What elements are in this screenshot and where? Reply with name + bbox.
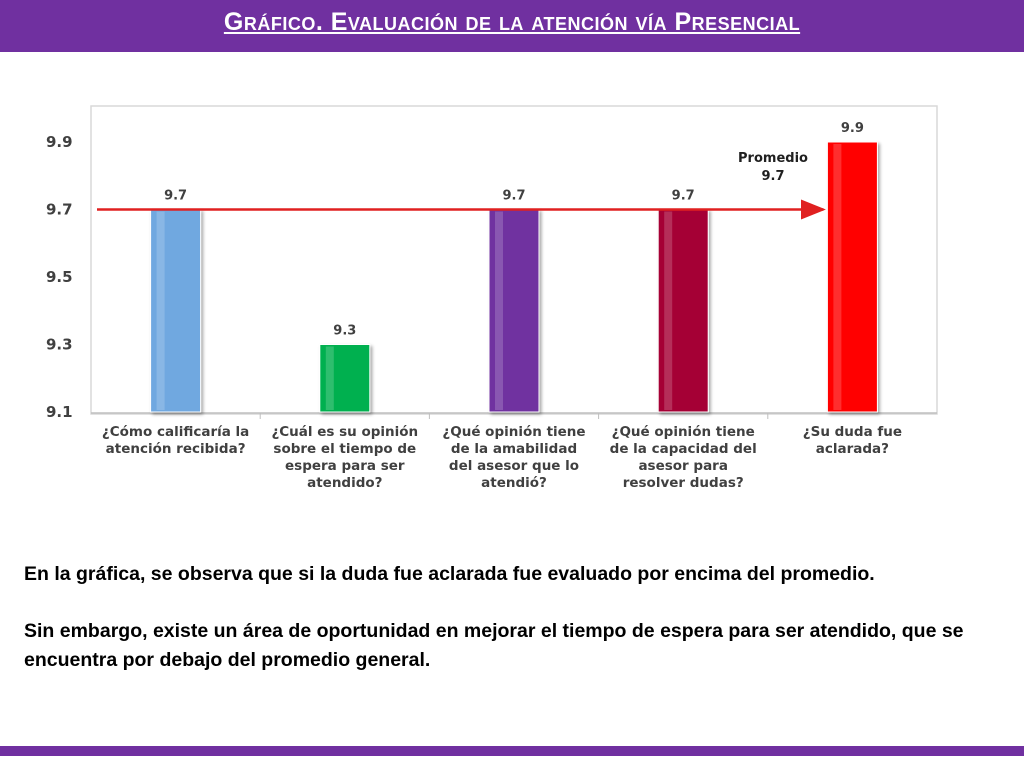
bar-highlight (495, 211, 503, 410)
bar-value-label: 9.7 (164, 189, 187, 204)
x-category-label: ¿Su duda fue (803, 424, 902, 440)
x-category-label: ¿Cómo calificaría la (102, 424, 249, 440)
y-tick-label: 9.1 (46, 403, 73, 421)
average-label: Promedio (738, 151, 808, 166)
average-label: 9.7 (761, 169, 784, 184)
title-bar: Gráfico. Evaluación de la atención vía P… (0, 0, 1024, 52)
x-category-label: espera para ser (285, 458, 405, 474)
y-tick-label: 9.3 (46, 336, 73, 354)
x-category-label: ¿Qué opinión tiene (612, 424, 755, 440)
x-category-label: de la capacidad del (610, 441, 757, 457)
x-category-label: de la amabilidad (451, 441, 577, 457)
bar (657, 209, 709, 413)
bar (150, 209, 202, 413)
slide-title: Gráfico. Evaluación de la atención vía P… (223, 8, 801, 36)
bar-highlight (664, 211, 673, 410)
bar-highlight (833, 144, 842, 410)
bar (319, 344, 371, 413)
bar-value-label: 9.3 (333, 324, 356, 339)
average-line-group: Promedio 9.7 (97, 151, 826, 220)
x-category-label: atendido? (307, 475, 382, 491)
bar-value-label: 9.9 (841, 121, 864, 136)
y-tick-label: 9.7 (46, 201, 73, 219)
x-category-label: atención recibida? (106, 441, 246, 457)
bar-highlight (156, 211, 165, 410)
bar-value-label: 9.7 (502, 189, 525, 204)
x-category-label: ¿Qué opinión tiene (442, 424, 585, 440)
summary-paragraph-2: Sin embargo, existe un área de oportunid… (24, 620, 964, 671)
x-category-label: resolver dudas? (623, 475, 744, 491)
x-category-label: sobre el tiempo de (273, 441, 416, 457)
x-category-label: atendió? (481, 475, 547, 491)
bar (826, 141, 878, 413)
x-category-label: aclarada? (816, 441, 889, 457)
x-category-label: ¿Cuál es su opinión (271, 424, 418, 440)
bar-highlight (325, 346, 334, 410)
bottom-bar (0, 746, 1024, 756)
x-category-label: asesor para (638, 458, 728, 474)
bars: 9.7 9.3 9.7 9.7 9.9 (150, 121, 878, 413)
summary-text: En la gráfica, se observa que si la duda… (24, 560, 1004, 703)
bar-chart: 9.1 9.3 9.5 9.7 9.9 9.7 9.3 9.7 9.7 9.9 Promedio… (46, 105, 938, 491)
y-tick-label: 9.5 (46, 268, 73, 286)
x-category-label: del asesor que lo (449, 458, 579, 474)
y-axis: 9.1 9.3 9.5 9.7 9.9 (46, 133, 937, 421)
summary-paragraph-1: En la gráfica, se observa que si la duda… (24, 563, 875, 585)
y-tick-label: 9.9 (46, 133, 73, 151)
bar-value-label: 9.7 (672, 189, 695, 204)
bar (488, 209, 540, 413)
